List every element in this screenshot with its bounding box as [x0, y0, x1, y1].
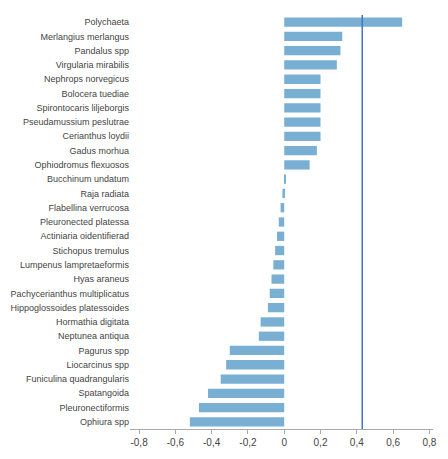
svg-text:Raja radiata: Raja radiata	[80, 189, 129, 199]
svg-text:Pagurus spp: Pagurus spp	[78, 346, 129, 356]
svg-text:Cerianthus loydii: Cerianthus loydii	[62, 131, 129, 141]
svg-text:Hormathia digitata: Hormathia digitata	[56, 317, 129, 327]
svg-text:Hyas araneus: Hyas araneus	[73, 274, 129, 284]
svg-text:0: 0	[281, 437, 287, 448]
svg-text:Pandalus spp: Pandalus spp	[74, 46, 129, 56]
svg-text:-0,8: -0,8	[130, 437, 148, 448]
svg-text:Bucchinum undatum: Bucchinum undatum	[47, 174, 129, 184]
svg-text:Stichopus tremulus: Stichopus tremulus	[52, 246, 129, 256]
svg-text:Hippoglossoides platessoides: Hippoglossoides platessoides	[10, 303, 129, 313]
svg-text:0,2: 0,2	[314, 437, 328, 448]
svg-text:0,4: 0,4	[350, 437, 364, 448]
svg-text:Flabellina verrucosa: Flabellina verrucosa	[48, 203, 129, 213]
svg-text:Funiculina quadrangularis: Funiculina quadrangularis	[26, 374, 130, 384]
svg-text:Pleuronected platessa: Pleuronected platessa	[40, 217, 129, 227]
svg-text:Pachycerianthus multiplicatus: Pachycerianthus multiplicatus	[10, 289, 129, 299]
svg-text:Liocarcinus spp: Liocarcinus spp	[66, 360, 129, 370]
svg-text:-0,6: -0,6	[167, 437, 185, 448]
svg-text:0,6: 0,6	[386, 437, 400, 448]
svg-text:Ophiodromus flexuosos: Ophiodromus flexuosos	[34, 160, 129, 170]
svg-text:Virgularia mirabilis: Virgularia mirabilis	[56, 60, 130, 70]
svg-text:Actiniaria oidentifierad: Actiniaria oidentifierad	[40, 231, 129, 241]
svg-text:Merlangius merlangus: Merlangius merlangus	[40, 32, 129, 42]
svg-text:0,8: 0,8	[422, 437, 436, 448]
svg-text:Gadus morhua: Gadus morhua	[69, 146, 129, 156]
svg-text:Nephrops norvegicus: Nephrops norvegicus	[44, 74, 130, 84]
svg-text:-0,2: -0,2	[239, 437, 257, 448]
svg-text:Pseudamussium peslutrae: Pseudamussium peslutrae	[23, 117, 129, 127]
svg-text:Spatangoida: Spatangoida	[78, 388, 129, 398]
svg-text:-0,4: -0,4	[203, 437, 221, 448]
svg-text:Spirontocaris liljeborgis: Spirontocaris liljeborgis	[36, 103, 129, 113]
svg-text:Ophiura spp: Ophiura spp	[80, 417, 129, 427]
svg-text:Bolocera tuediae: Bolocera tuediae	[61, 89, 129, 99]
svg-text:Polychaeta: Polychaeta	[84, 17, 129, 27]
svg-text:Lumpenus lampretaeformis: Lumpenus lampretaeformis	[20, 260, 130, 270]
svg-text:Neptunea antiqua: Neptunea antiqua	[58, 331, 129, 341]
svg-text:Pleuronectiformis: Pleuronectiformis	[59, 403, 129, 413]
